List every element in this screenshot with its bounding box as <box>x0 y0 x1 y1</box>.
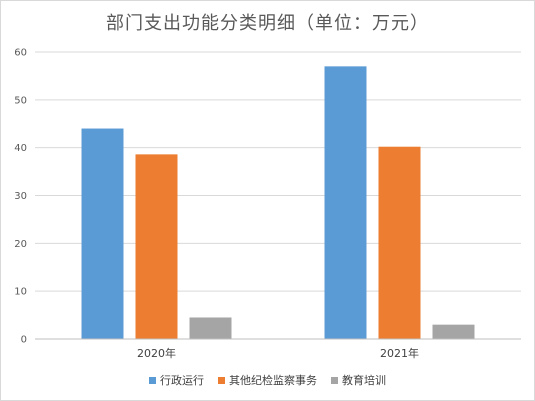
legend-label: 行政运行 <box>160 374 204 387</box>
bar <box>81 128 124 339</box>
y-tick-label: 20 <box>14 239 27 250</box>
bar <box>189 317 232 339</box>
x-tick-label: 2020年 <box>137 346 176 360</box>
x-tick-label: 2021年 <box>380 346 419 360</box>
bar <box>432 324 475 339</box>
y-tick-label: 30 <box>14 191 27 202</box>
bar <box>378 146 421 339</box>
y-tick-label: 60 <box>14 48 27 59</box>
legend-entry: 其他纪检监察事务 <box>218 372 317 388</box>
legend-swatch <box>149 376 156 384</box>
y-tick-label: 10 <box>14 287 27 298</box>
legend-label: 教育培训 <box>342 374 386 387</box>
legend-entry: 行政运行 <box>149 372 204 388</box>
chart-legend: 行政运行 其他纪检监察事务 教育培训 <box>1 372 534 388</box>
chart-title: 部门支出功能分类明细（单位：万元） <box>106 13 429 34</box>
legend-swatch <box>218 376 225 384</box>
bar <box>135 154 178 339</box>
bar <box>324 66 367 339</box>
y-tick-label: 0 <box>21 335 27 346</box>
y-tick-label: 50 <box>14 95 27 106</box>
legend-swatch <box>331 376 338 384</box>
y-tick-label: 40 <box>14 143 27 154</box>
legend-label: 其他纪检监察事务 <box>229 374 317 387</box>
legend-entry: 教育培训 <box>331 372 386 388</box>
